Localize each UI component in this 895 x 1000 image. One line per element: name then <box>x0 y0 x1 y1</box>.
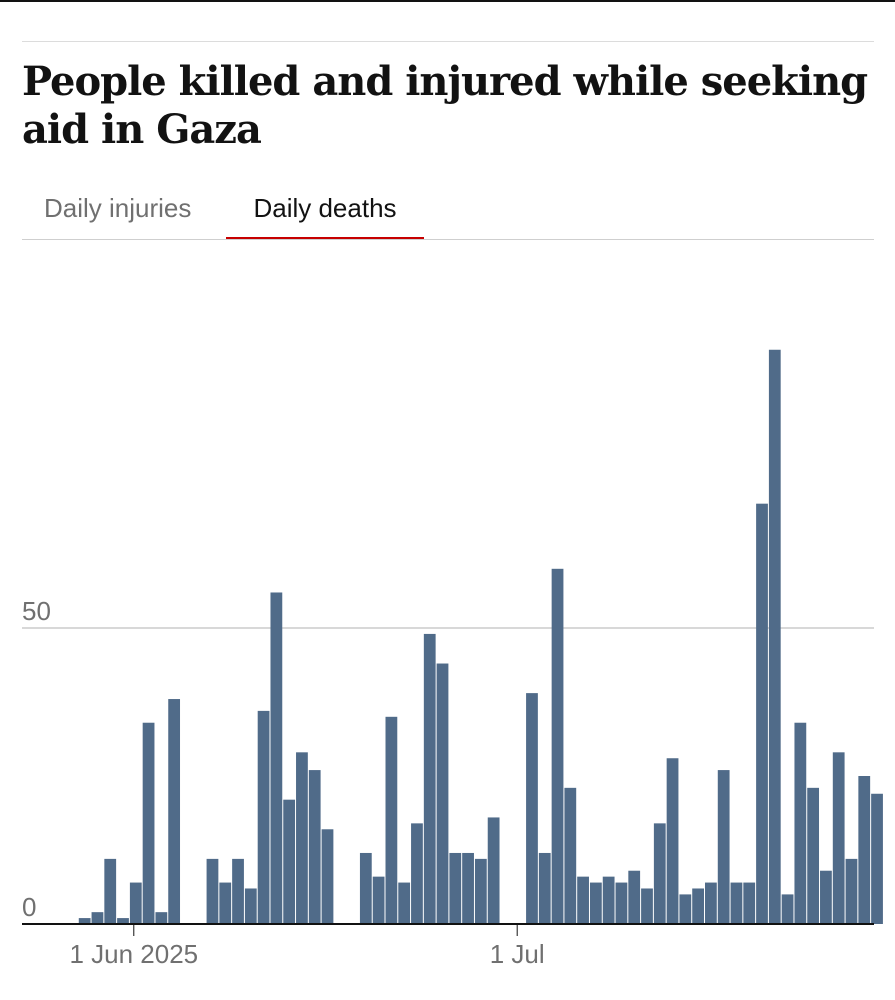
bar <box>78 918 91 924</box>
tab-daily-injuries[interactable]: Daily injuries <box>44 193 192 223</box>
bar <box>321 829 334 924</box>
bar <box>398 882 411 924</box>
tab-bar: Daily injuries Daily deaths <box>22 186 874 240</box>
bar <box>449 852 462 924</box>
chart-title: People killed and injured while seeking … <box>22 58 868 153</box>
bar <box>705 882 717 924</box>
bar <box>717 770 730 924</box>
bar <box>436 663 449 924</box>
bar <box>423 633 436 924</box>
bar <box>129 882 142 924</box>
bar <box>142 722 155 924</box>
bar <box>232 858 244 924</box>
bar <box>653 823 666 924</box>
bar <box>756 503 768 924</box>
bar <box>845 858 858 924</box>
bar <box>577 876 589 924</box>
bar <box>296 752 308 924</box>
title-rule <box>22 41 874 42</box>
bar <box>219 882 232 924</box>
y-tick-label-0: 0 <box>22 892 36 922</box>
bar <box>462 852 474 924</box>
bar <box>474 858 487 924</box>
bar <box>257 710 270 924</box>
bar <box>602 876 615 924</box>
bar <box>730 882 743 924</box>
bar <box>679 894 692 924</box>
bar <box>372 876 385 924</box>
bar <box>104 858 117 924</box>
bar <box>359 852 372 924</box>
bar <box>858 776 871 924</box>
bar <box>117 918 129 924</box>
bar <box>589 882 602 924</box>
bar <box>807 787 820 924</box>
bar <box>794 722 807 924</box>
bar <box>244 888 257 924</box>
bar <box>411 823 423 924</box>
bar <box>308 770 321 924</box>
bar <box>615 882 628 924</box>
x-tick-label-0: 1 Jun 2025 <box>69 939 198 969</box>
bar <box>666 758 679 924</box>
bar <box>283 799 296 924</box>
bar <box>781 894 794 924</box>
bar <box>692 888 704 924</box>
bar <box>768 349 781 924</box>
bar <box>168 699 181 924</box>
bar <box>538 852 551 924</box>
bar <box>270 592 283 924</box>
bar <box>743 882 756 924</box>
bar <box>91 912 104 924</box>
bar <box>820 870 832 924</box>
y-tick-label-50: 50 <box>22 596 51 626</box>
bar <box>832 752 845 924</box>
bar <box>385 716 398 924</box>
bar <box>526 693 538 924</box>
bar <box>551 568 564 924</box>
x-tick-label-1: 1 Jul <box>490 939 545 969</box>
bar <box>564 787 577 924</box>
bar <box>206 858 219 924</box>
bar <box>871 793 883 924</box>
bar <box>155 912 168 924</box>
tab-daily-deaths[interactable]: Daily deaths <box>226 186 424 239</box>
top-border <box>0 0 895 2</box>
bar <box>487 817 500 924</box>
bar <box>628 870 641 924</box>
bar <box>641 888 653 924</box>
